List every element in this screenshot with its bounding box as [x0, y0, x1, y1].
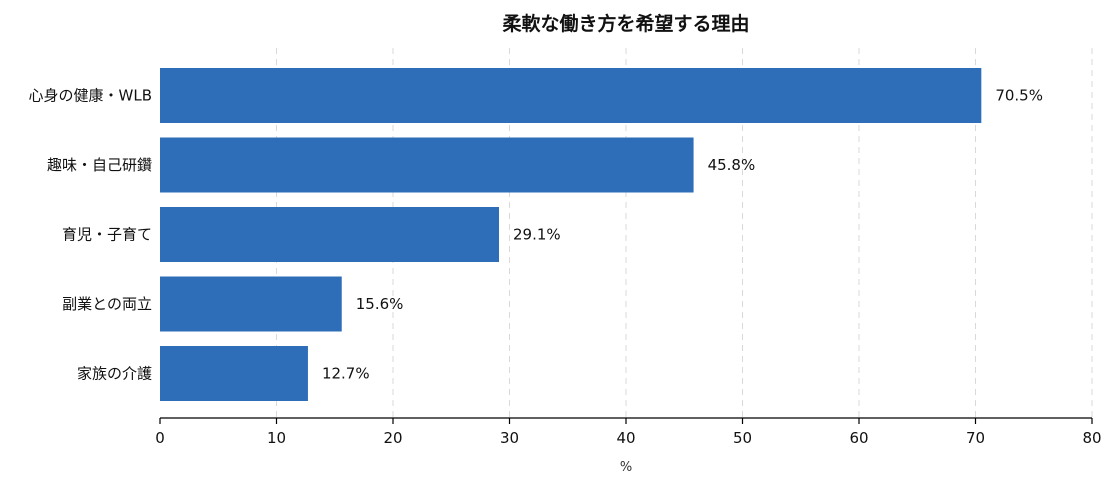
x-axis-label: %	[620, 460, 632, 475]
bar	[160, 346, 308, 401]
bar	[160, 207, 500, 262]
bars: 心身の健康・WLB 70.5% 趣味・自己研鑽 45.8% 育児・子育て 29.1% 副業と…	[29, 68, 1043, 401]
bar	[160, 68, 982, 123]
x-tick-label: 40	[616, 429, 635, 447]
bar	[160, 276, 342, 332]
bar	[160, 137, 694, 193]
chart-title: 柔軟な働き方を希望する理由	[502, 12, 749, 35]
category-label: 趣味・自己研鑽	[47, 156, 152, 174]
x-tick-label: 50	[733, 429, 752, 447]
category-label: 心身の健康・WLB	[29, 87, 152, 105]
x-axis: 0 10 20 30 40 50 60 70 80	[155, 417, 1102, 447]
x-tick-label: 60	[849, 429, 868, 447]
value-label: 12.7%	[322, 365, 370, 383]
category-label: 家族の介護	[77, 365, 152, 383]
category-label: 副業との両立	[62, 295, 152, 313]
x-tick-label: 10	[267, 429, 286, 447]
x-tick-label: 30	[500, 429, 519, 447]
x-tick-label: 20	[383, 429, 402, 447]
value-label: 15.6%	[356, 295, 404, 313]
value-label: 29.1%	[513, 226, 561, 244]
value-label: 45.8%	[708, 156, 756, 174]
x-tick-label: 70	[966, 429, 985, 447]
value-label: 70.5%	[995, 87, 1043, 105]
x-tick-label: 80	[1082, 429, 1101, 447]
x-tick-label: 0	[155, 429, 165, 447]
category-label: 育児・子育て	[62, 226, 152, 244]
